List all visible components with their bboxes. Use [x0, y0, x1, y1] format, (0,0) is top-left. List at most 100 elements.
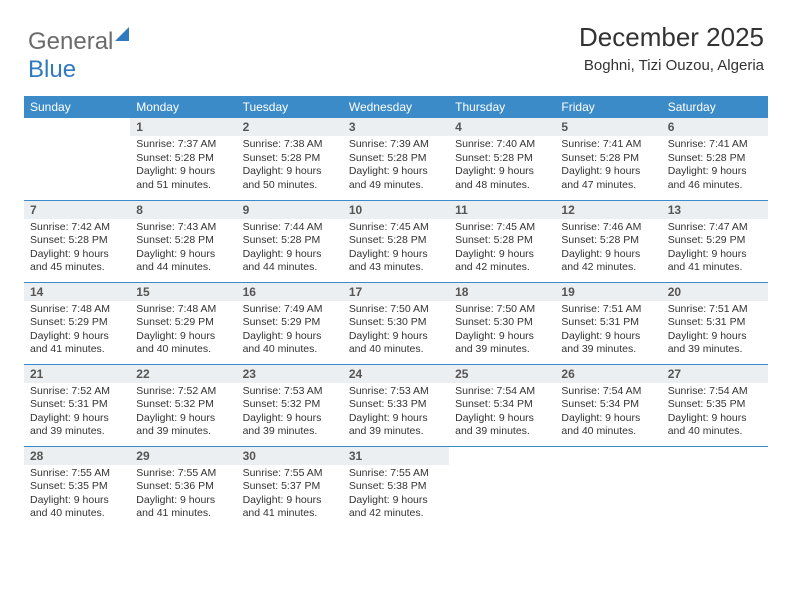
calendar-cell: 11Sunrise: 7:45 AMSunset: 5:28 PMDayligh… [449, 200, 555, 282]
calendar-cell [449, 446, 555, 528]
calendar-cell: 2Sunrise: 7:38 AMSunset: 5:28 PMDaylight… [237, 118, 343, 200]
calendar-cell: 23Sunrise: 7:53 AMSunset: 5:32 PMDayligh… [237, 364, 343, 446]
day-number: 7 [24, 201, 130, 219]
day-number: 21 [24, 365, 130, 383]
weekday-monday: Monday [130, 96, 236, 118]
calendar-row: 1Sunrise: 7:37 AMSunset: 5:28 PMDaylight… [24, 118, 768, 200]
calendar-cell: 16Sunrise: 7:49 AMSunset: 5:29 PMDayligh… [237, 282, 343, 364]
day-number: 10 [343, 201, 449, 219]
day-details: Sunrise: 7:53 AMSunset: 5:32 PMDaylight:… [237, 383, 343, 444]
calendar-cell: 28Sunrise: 7:55 AMSunset: 5:35 PMDayligh… [24, 446, 130, 528]
day-number: 28 [24, 447, 130, 465]
day-details: Sunrise: 7:44 AMSunset: 5:28 PMDaylight:… [237, 219, 343, 280]
weekday-friday: Friday [555, 96, 661, 118]
day-number: 4 [449, 118, 555, 136]
calendar-cell [555, 446, 661, 528]
day-number: 18 [449, 283, 555, 301]
day-details: Sunrise: 7:48 AMSunset: 5:29 PMDaylight:… [24, 301, 130, 362]
day-details: Sunrise: 7:51 AMSunset: 5:31 PMDaylight:… [662, 301, 768, 362]
calendar-table: SundayMondayTuesdayWednesdayThursdayFrid… [24, 96, 768, 528]
weekday-thursday: Thursday [449, 96, 555, 118]
day-details: Sunrise: 7:47 AMSunset: 5:29 PMDaylight:… [662, 219, 768, 280]
calendar-cell: 7Sunrise: 7:42 AMSunset: 5:28 PMDaylight… [24, 200, 130, 282]
day-number: 12 [555, 201, 661, 219]
calendar-cell: 15Sunrise: 7:48 AMSunset: 5:29 PMDayligh… [130, 282, 236, 364]
day-details: Sunrise: 7:38 AMSunset: 5:28 PMDaylight:… [237, 136, 343, 197]
calendar-row: 28Sunrise: 7:55 AMSunset: 5:35 PMDayligh… [24, 446, 768, 528]
day-number: 23 [237, 365, 343, 383]
day-number: 19 [555, 283, 661, 301]
day-number: 20 [662, 283, 768, 301]
logo-text-1: General [28, 28, 113, 55]
day-number: 13 [662, 201, 768, 219]
day-number: 3 [343, 118, 449, 136]
day-number: 16 [237, 283, 343, 301]
calendar-cell: 30Sunrise: 7:55 AMSunset: 5:37 PMDayligh… [237, 446, 343, 528]
calendar-body: 1Sunrise: 7:37 AMSunset: 5:28 PMDaylight… [24, 118, 768, 528]
day-number: 5 [555, 118, 661, 136]
day-details: Sunrise: 7:50 AMSunset: 5:30 PMDaylight:… [343, 301, 449, 362]
day-details: Sunrise: 7:41 AMSunset: 5:28 PMDaylight:… [555, 136, 661, 197]
day-number: 2 [237, 118, 343, 136]
weekday-header-row: SundayMondayTuesdayWednesdayThursdayFrid… [24, 96, 768, 118]
calendar-row: 21Sunrise: 7:52 AMSunset: 5:31 PMDayligh… [24, 364, 768, 446]
calendar-cell: 13Sunrise: 7:47 AMSunset: 5:29 PMDayligh… [662, 200, 768, 282]
calendar-cell: 12Sunrise: 7:46 AMSunset: 5:28 PMDayligh… [555, 200, 661, 282]
calendar-cell: 3Sunrise: 7:39 AMSunset: 5:28 PMDaylight… [343, 118, 449, 200]
calendar-cell: 31Sunrise: 7:55 AMSunset: 5:38 PMDayligh… [343, 446, 449, 528]
day-number: 14 [24, 283, 130, 301]
weekday-sunday: Sunday [24, 96, 130, 118]
calendar-cell: 18Sunrise: 7:50 AMSunset: 5:30 PMDayligh… [449, 282, 555, 364]
calendar-cell: 29Sunrise: 7:55 AMSunset: 5:36 PMDayligh… [130, 446, 236, 528]
calendar-cell: 1Sunrise: 7:37 AMSunset: 5:28 PMDaylight… [130, 118, 236, 200]
calendar-cell: 6Sunrise: 7:41 AMSunset: 5:28 PMDaylight… [662, 118, 768, 200]
day-details: Sunrise: 7:40 AMSunset: 5:28 PMDaylight:… [449, 136, 555, 197]
day-details: Sunrise: 7:42 AMSunset: 5:28 PMDaylight:… [24, 219, 130, 280]
weekday-wednesday: Wednesday [343, 96, 449, 118]
page-header: December 2025 Boghni, Tizi Ouzou, Algeri… [579, 22, 764, 74]
calendar-cell: 14Sunrise: 7:48 AMSunset: 5:29 PMDayligh… [24, 282, 130, 364]
calendar-cell: 19Sunrise: 7:51 AMSunset: 5:31 PMDayligh… [555, 282, 661, 364]
day-number: 17 [343, 283, 449, 301]
day-details: Sunrise: 7:50 AMSunset: 5:30 PMDaylight:… [449, 301, 555, 362]
calendar-cell: 27Sunrise: 7:54 AMSunset: 5:35 PMDayligh… [662, 364, 768, 446]
calendar-cell: 10Sunrise: 7:45 AMSunset: 5:28 PMDayligh… [343, 200, 449, 282]
day-details: Sunrise: 7:52 AMSunset: 5:31 PMDaylight:… [24, 383, 130, 444]
day-number: 27 [662, 365, 768, 383]
day-number: 9 [237, 201, 343, 219]
logo-text-2: Blue [28, 56, 76, 83]
day-details: Sunrise: 7:55 AMSunset: 5:37 PMDaylight:… [237, 465, 343, 526]
day-details: Sunrise: 7:48 AMSunset: 5:29 PMDaylight:… [130, 301, 236, 362]
day-details: Sunrise: 7:43 AMSunset: 5:28 PMDaylight:… [130, 219, 236, 280]
day-number: 31 [343, 447, 449, 465]
day-number: 29 [130, 447, 236, 465]
day-number: 6 [662, 118, 768, 136]
location-subtitle: Boghni, Tizi Ouzou, Algeria [579, 57, 764, 74]
calendar-cell: 24Sunrise: 7:53 AMSunset: 5:33 PMDayligh… [343, 364, 449, 446]
logo-triangle-icon [115, 27, 129, 41]
day-number: 8 [130, 201, 236, 219]
day-details: Sunrise: 7:55 AMSunset: 5:35 PMDaylight:… [24, 465, 130, 526]
day-number: 25 [449, 365, 555, 383]
weekday-saturday: Saturday [662, 96, 768, 118]
calendar-cell [662, 446, 768, 528]
calendar-cell: 9Sunrise: 7:44 AMSunset: 5:28 PMDaylight… [237, 200, 343, 282]
calendar-cell: 4Sunrise: 7:40 AMSunset: 5:28 PMDaylight… [449, 118, 555, 200]
calendar-cell: 8Sunrise: 7:43 AMSunset: 5:28 PMDaylight… [130, 200, 236, 282]
calendar-cell: 5Sunrise: 7:41 AMSunset: 5:28 PMDaylight… [555, 118, 661, 200]
day-details: Sunrise: 7:45 AMSunset: 5:28 PMDaylight:… [343, 219, 449, 280]
calendar-cell: 22Sunrise: 7:52 AMSunset: 5:32 PMDayligh… [130, 364, 236, 446]
day-number: 1 [130, 118, 236, 136]
day-details: Sunrise: 7:51 AMSunset: 5:31 PMDaylight:… [555, 301, 661, 362]
day-details: Sunrise: 7:54 AMSunset: 5:35 PMDaylight:… [662, 383, 768, 444]
calendar-row: 7Sunrise: 7:42 AMSunset: 5:28 PMDaylight… [24, 200, 768, 282]
calendar-cell: 20Sunrise: 7:51 AMSunset: 5:31 PMDayligh… [662, 282, 768, 364]
calendar-cell: 17Sunrise: 7:50 AMSunset: 5:30 PMDayligh… [343, 282, 449, 364]
day-details: Sunrise: 7:52 AMSunset: 5:32 PMDaylight:… [130, 383, 236, 444]
day-details: Sunrise: 7:41 AMSunset: 5:28 PMDaylight:… [662, 136, 768, 197]
day-details: Sunrise: 7:55 AMSunset: 5:36 PMDaylight:… [130, 465, 236, 526]
weekday-tuesday: Tuesday [237, 96, 343, 118]
calendar-cell: 21Sunrise: 7:52 AMSunset: 5:31 PMDayligh… [24, 364, 130, 446]
month-title: December 2025 [579, 22, 764, 53]
calendar-row: 14Sunrise: 7:48 AMSunset: 5:29 PMDayligh… [24, 282, 768, 364]
